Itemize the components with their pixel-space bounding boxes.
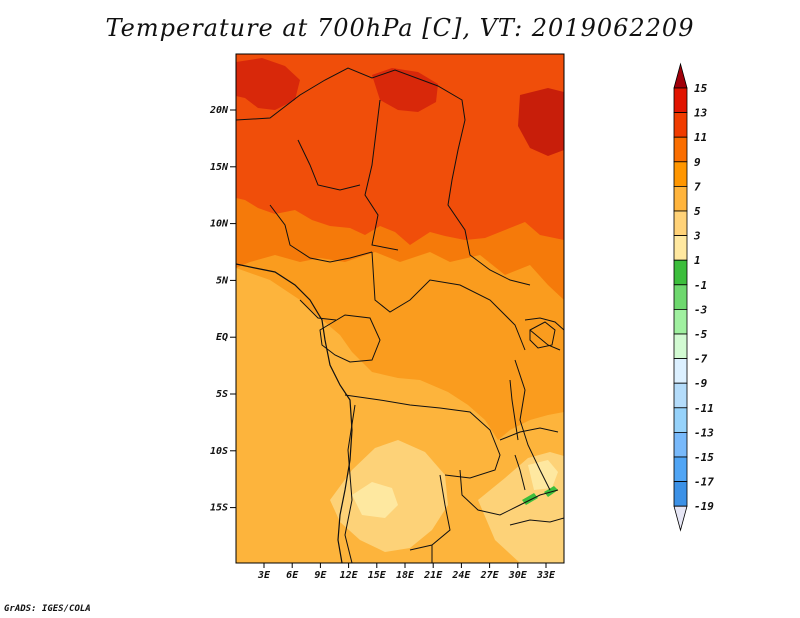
band-above-15-east [518,88,564,156]
colorbar-label: 13 [694,107,708,120]
grads-credit: GrADS: IGES/COLA [4,604,91,614]
colorbar-segment [673,235,688,261]
colorbar-segment [673,481,688,507]
lat-label: 10S [210,446,228,457]
colorbar-segment [673,210,688,237]
colorbar-label: 3 [693,230,701,243]
temperature-field [236,54,564,563]
colorbar-label: -1 [694,279,707,292]
lat-label: 5N [216,275,229,286]
lon-label: 12E [340,570,359,581]
colorbar-label: -3 [694,303,708,316]
colorbar-segment [673,112,688,138]
lat-label: 5S [216,389,228,400]
band-7-9 [236,268,564,563]
colorbar-segment [673,284,688,310]
coastline [236,263,353,563]
lon-label: 18E [396,570,415,581]
colorbar-segment [673,259,688,286]
colorbar-segment [673,358,688,384]
colorbar-segment [673,333,688,360]
lon-label: 24E [451,570,471,581]
colorbar-bottom-arrow [673,505,688,532]
band-above-15-north [372,68,438,112]
colorbar-segment [673,431,688,458]
colorbar-segment [673,185,688,212]
colorbar-segment [673,87,688,114]
lon-label: 6E [286,570,299,581]
longitude-axis: 3E 6E 9E 12E 15E 18E 21E 24E 27E 30E 33E [257,563,556,581]
lon-label: 27E [480,570,500,581]
lat-label: 15N [210,162,229,173]
colorbar-label: -11 [694,402,714,415]
colorbar-label: 7 [694,180,701,193]
lat-label: 10N [210,219,229,230]
colorbar-label: 9 [694,156,701,169]
colorbar-segment [673,308,688,335]
band-13-15 [236,54,564,245]
band-3-5-patch [352,482,398,518]
colorbar-label: -5 [694,328,708,341]
colorbar-label: 1 [694,254,701,267]
country-borders [236,67,564,563]
colorbar-label: -17 [694,476,714,489]
lon-label: 33E [536,570,556,581]
colorbar-segment [673,382,688,409]
colorbar-label: 11 [694,131,707,144]
colorbar-segment [673,407,688,433]
colorbar-label: -9 [694,377,708,390]
lat-label: 15S [210,503,228,514]
colorbar-label: 5 [694,205,701,218]
map-title: Temperature at 700hPa [C], VT: 201906220… [105,14,695,42]
lon-label: 3E [257,570,271,581]
colorbar-label: 15 [694,82,708,95]
colorbar-top-arrow [673,62,688,89]
colorbar-label: -7 [694,353,708,366]
colorbar-label: -15 [694,451,714,464]
lat-label: 20N [209,105,229,116]
colorbar-label: -13 [694,426,714,439]
lakes [509,321,556,491]
lat-label: EQ [216,332,228,343]
colorbar-label: -19 [694,500,714,513]
map-frame [235,53,565,564]
colorbar-segment [673,161,688,187]
colorbar-segment [673,136,688,163]
lon-label: 30E [508,570,528,581]
band-above-15-west [236,58,300,110]
colorbar-segment [673,456,688,483]
lon-label: 9E [314,570,327,581]
latitude-axis: 20N 15N 10N 5N EQ 5S 10S 15S [209,105,236,514]
lon-label: 15E [368,570,387,581]
colorbar: 15 13 11 9 7 5 3 1 -1 -3 -5 -7 -9 -11 -13 -15 -17 -19 [673,62,714,532]
lon-label: 21E [423,570,443,581]
